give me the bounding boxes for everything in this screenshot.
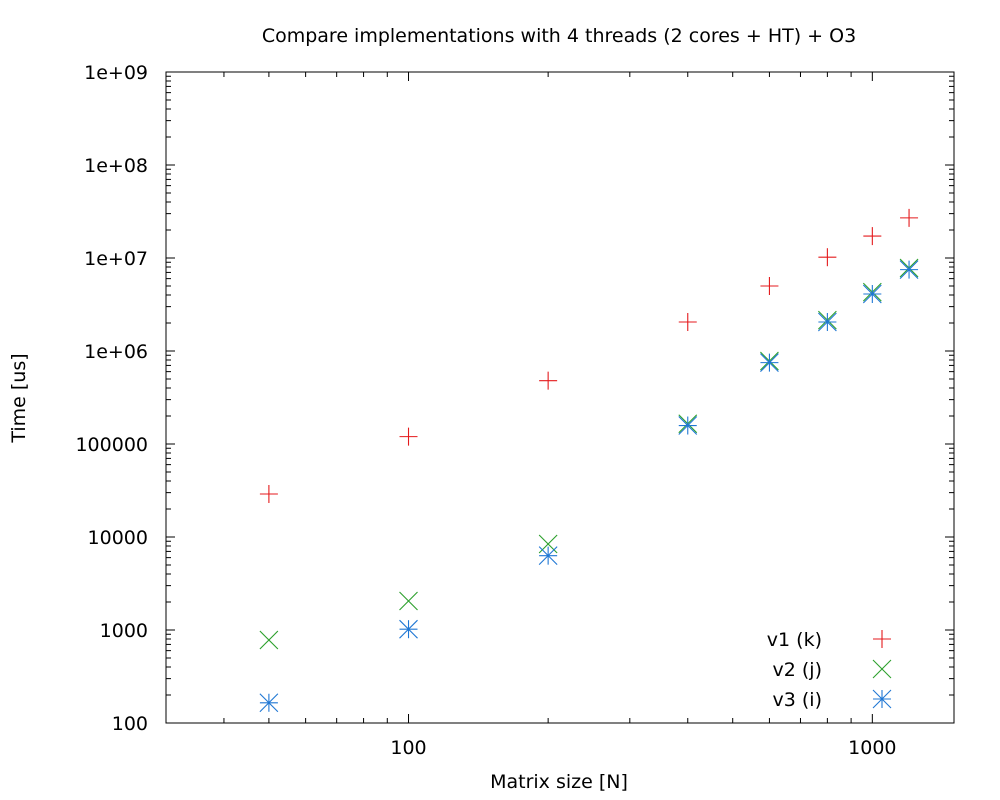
- series-1: [259, 208, 919, 503]
- data-point: [760, 353, 779, 373]
- legend-label: v3 (i): [773, 689, 822, 711]
- legend-label: v2 (j): [773, 659, 822, 681]
- data-point: [817, 312, 837, 332]
- legend: v1 (k) v2 (j) v3 (i): [767, 629, 892, 711]
- legend-label: v1 (k): [767, 629, 822, 651]
- marker-stroke: [817, 312, 837, 332]
- x-axis-title: Matrix size [N]: [490, 771, 628, 793]
- series-2: [259, 258, 919, 650]
- y-tick-label: 1e+08: [84, 155, 148, 177]
- marker-stroke: [872, 659, 892, 679]
- data-point: [900, 208, 919, 227]
- marker-stroke: [872, 689, 892, 709]
- data-point: [259, 693, 279, 713]
- axis-ticks: [165, 71, 954, 724]
- legend-marker: [872, 689, 892, 709]
- data-point: [399, 591, 418, 611]
- marker-stroke: [760, 353, 779, 373]
- y-tick-label: 1e+06: [84, 341, 148, 363]
- marker-stroke: [862, 284, 882, 304]
- data-point: [399, 619, 418, 639]
- data-point: [678, 313, 697, 332]
- data-point: [899, 260, 919, 280]
- data-point: [760, 276, 779, 295]
- marker-stroke: [538, 546, 558, 566]
- data-point: [259, 630, 279, 650]
- y-tick-label: 100: [112, 713, 148, 735]
- data-point: [259, 484, 278, 503]
- marker-stroke: [899, 260, 919, 280]
- chart-title: Compare implementations with 4 threads (…: [262, 25, 856, 47]
- marker-stroke: [678, 416, 698, 435]
- marker-stroke: [399, 591, 418, 611]
- y-axis-title: Time [us]: [8, 353, 30, 443]
- data-point: [863, 227, 882, 246]
- data-point: [539, 371, 558, 390]
- data-point: [399, 427, 418, 446]
- plot-frame: [165, 71, 955, 724]
- series-3: [259, 260, 919, 713]
- data-point: [678, 416, 698, 435]
- legend-marker: [873, 630, 891, 648]
- marker-stroke: [399, 619, 418, 639]
- y-tick-label: 1e+09: [84, 62, 148, 84]
- data-point: [818, 248, 837, 267]
- marker-stroke: [259, 630, 279, 650]
- y-tick-label: 1000: [100, 620, 148, 642]
- legend-marker: [872, 659, 892, 679]
- data-point: [538, 546, 558, 566]
- axis-tick-labels: 100 1000 10000 100000 1e+06 1e+07 1e+08 1e+09 10…: [75, 62, 896, 759]
- x-tick-label: 100: [390, 737, 426, 759]
- data-points: [259, 208, 919, 713]
- y-tick-label: 100000: [75, 434, 148, 456]
- x-tick-label: 1000: [848, 737, 896, 759]
- data-point: [862, 284, 882, 304]
- y-tick-label: 10000: [88, 527, 148, 549]
- marker-stroke: [259, 693, 279, 713]
- y-tick-label: 1e+07: [84, 248, 148, 270]
